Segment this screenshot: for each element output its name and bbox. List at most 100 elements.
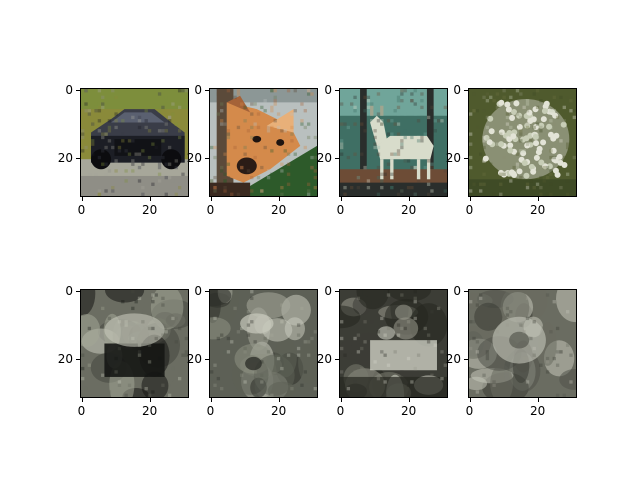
image-pixel xyxy=(300,306,304,311)
deer-body xyxy=(376,135,434,160)
foliage-bottom xyxy=(469,179,576,196)
image-pixel xyxy=(430,373,434,377)
image-pixel xyxy=(519,323,523,327)
image-pixel xyxy=(101,306,105,311)
image-pixel xyxy=(400,99,404,103)
image-pixel xyxy=(161,129,165,133)
x-tick-mark xyxy=(537,197,539,201)
image-pixel xyxy=(210,179,214,183)
image-pixel xyxy=(472,320,476,324)
image-pixel xyxy=(420,139,424,143)
image-pixel xyxy=(525,99,530,103)
image-pixel xyxy=(91,142,95,146)
image-pixel xyxy=(433,129,437,133)
image-pixel xyxy=(137,115,142,120)
image-pixel xyxy=(310,336,314,341)
image-pixel xyxy=(213,189,217,193)
image-pixel xyxy=(403,112,407,116)
image-pixel xyxy=(151,182,155,186)
image-pixel xyxy=(157,129,162,133)
image-pixel xyxy=(410,135,414,140)
image-pixel xyxy=(101,95,105,100)
image-pixel xyxy=(565,192,570,196)
blur-blob xyxy=(210,290,232,307)
image-pixel xyxy=(340,122,344,126)
image-pixel xyxy=(303,340,307,344)
image-pixel xyxy=(313,313,317,317)
image-pixel xyxy=(475,109,480,113)
image-pixel xyxy=(144,119,148,123)
flower-blossom xyxy=(523,172,530,179)
image-pixel xyxy=(366,185,371,190)
flower-blossom xyxy=(532,134,539,141)
image-pixel xyxy=(433,119,437,123)
flower-blossom xyxy=(488,128,495,135)
image-pixel xyxy=(400,370,404,374)
image-pixel xyxy=(525,356,530,361)
image-pixel xyxy=(410,99,414,103)
image-pixel xyxy=(101,105,105,110)
image-pixel xyxy=(147,393,152,397)
image-pixel xyxy=(87,109,92,113)
image-pixel xyxy=(370,102,374,106)
image-pixel xyxy=(246,333,251,337)
image-pixel xyxy=(131,336,135,341)
image-pixel xyxy=(263,109,267,113)
image-pixel xyxy=(376,192,381,196)
flower-blossom xyxy=(498,99,505,106)
image-pixel xyxy=(366,122,371,126)
image-pixel xyxy=(376,119,381,123)
image-pixel xyxy=(161,155,165,160)
image-pixel xyxy=(131,139,135,143)
blur-blob xyxy=(253,354,295,396)
image-pixel xyxy=(174,159,178,163)
image-pixel xyxy=(157,356,162,361)
image-pixel xyxy=(492,99,496,103)
x-tick-label: 0 xyxy=(336,203,345,217)
image-pixel xyxy=(94,109,98,113)
image-pixel xyxy=(240,165,244,170)
image-pixel xyxy=(572,109,576,113)
image-pixel xyxy=(443,189,447,193)
image-pixel xyxy=(443,169,447,173)
image-pixel xyxy=(440,119,444,123)
wheel xyxy=(161,149,182,170)
image-pixel xyxy=(505,112,510,116)
image-pixel xyxy=(114,169,118,173)
image-pixel xyxy=(472,109,476,113)
image-pixel xyxy=(286,162,291,166)
image-pixel xyxy=(495,330,500,334)
image-pixel xyxy=(250,125,254,130)
image-pixel xyxy=(416,175,421,180)
y-tick-label: 0 xyxy=(65,283,73,298)
image-pixel xyxy=(104,132,108,136)
image-pixel xyxy=(131,169,135,173)
image-pixel xyxy=(94,102,98,106)
image-pixel xyxy=(356,296,361,301)
flower-blossom xyxy=(532,123,539,130)
image-pixel xyxy=(310,155,314,160)
image-pixel xyxy=(141,185,145,190)
image-pixel xyxy=(366,179,371,183)
image-pixel xyxy=(114,125,118,130)
image-pixel xyxy=(107,125,112,130)
image-pixel xyxy=(137,152,142,156)
image-pixel xyxy=(184,336,188,341)
car-window xyxy=(111,112,165,123)
image-pixel xyxy=(565,310,570,314)
image-pixel xyxy=(167,162,172,166)
flower-blossom xyxy=(497,169,505,176)
image-pixel xyxy=(555,326,560,331)
flower-blossom xyxy=(546,163,553,170)
image-pixel xyxy=(144,373,148,377)
image-pixel xyxy=(509,179,513,183)
image-pixel xyxy=(433,129,437,133)
image-pixel xyxy=(97,192,102,196)
image-pixel xyxy=(243,350,247,354)
image-pixel xyxy=(250,135,254,140)
flower-blossom xyxy=(507,147,514,154)
image-pixel xyxy=(161,105,165,110)
flower-blossom xyxy=(546,108,553,115)
image-pixel xyxy=(386,293,391,297)
image-pixel xyxy=(87,112,92,116)
